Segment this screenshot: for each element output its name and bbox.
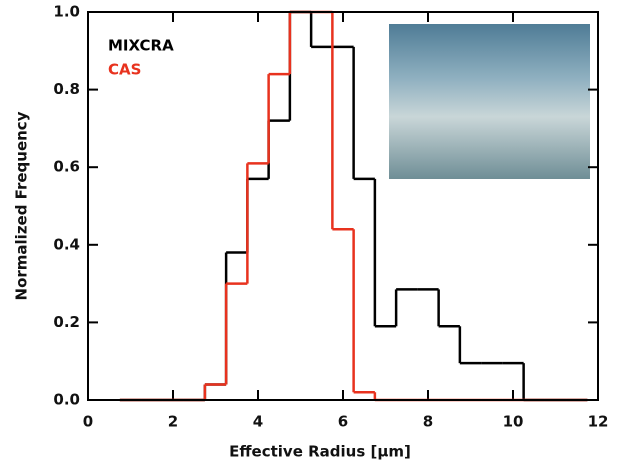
legend-label: CAS bbox=[108, 61, 141, 79]
y-tick-label: 0.0 bbox=[53, 391, 80, 409]
x-tick-label: 10 bbox=[503, 413, 524, 431]
legend-label: MIXCRA bbox=[108, 37, 174, 55]
x-tick-label: 2 bbox=[168, 413, 178, 431]
y-tick-label: 1.0 bbox=[53, 3, 80, 21]
x-tick-label: 6 bbox=[338, 413, 348, 431]
y-tick-label: 0.2 bbox=[53, 313, 80, 331]
y-axis-label: Normalized Frequency bbox=[13, 111, 31, 300]
x-tick-label: 8 bbox=[423, 413, 433, 431]
y-tick-label: 0.8 bbox=[53, 80, 80, 98]
inset-photo bbox=[389, 24, 590, 179]
y-tick-label: 0.4 bbox=[53, 235, 80, 253]
x-tick-label: 0 bbox=[83, 413, 93, 431]
plot-frame bbox=[87, 11, 599, 401]
y-tick-label: 0.6 bbox=[53, 158, 80, 176]
x-tick-label: 4 bbox=[253, 413, 263, 431]
x-axis-label: Effective Radius [µm] bbox=[229, 443, 411, 461]
x-tick-label: 12 bbox=[588, 413, 609, 431]
